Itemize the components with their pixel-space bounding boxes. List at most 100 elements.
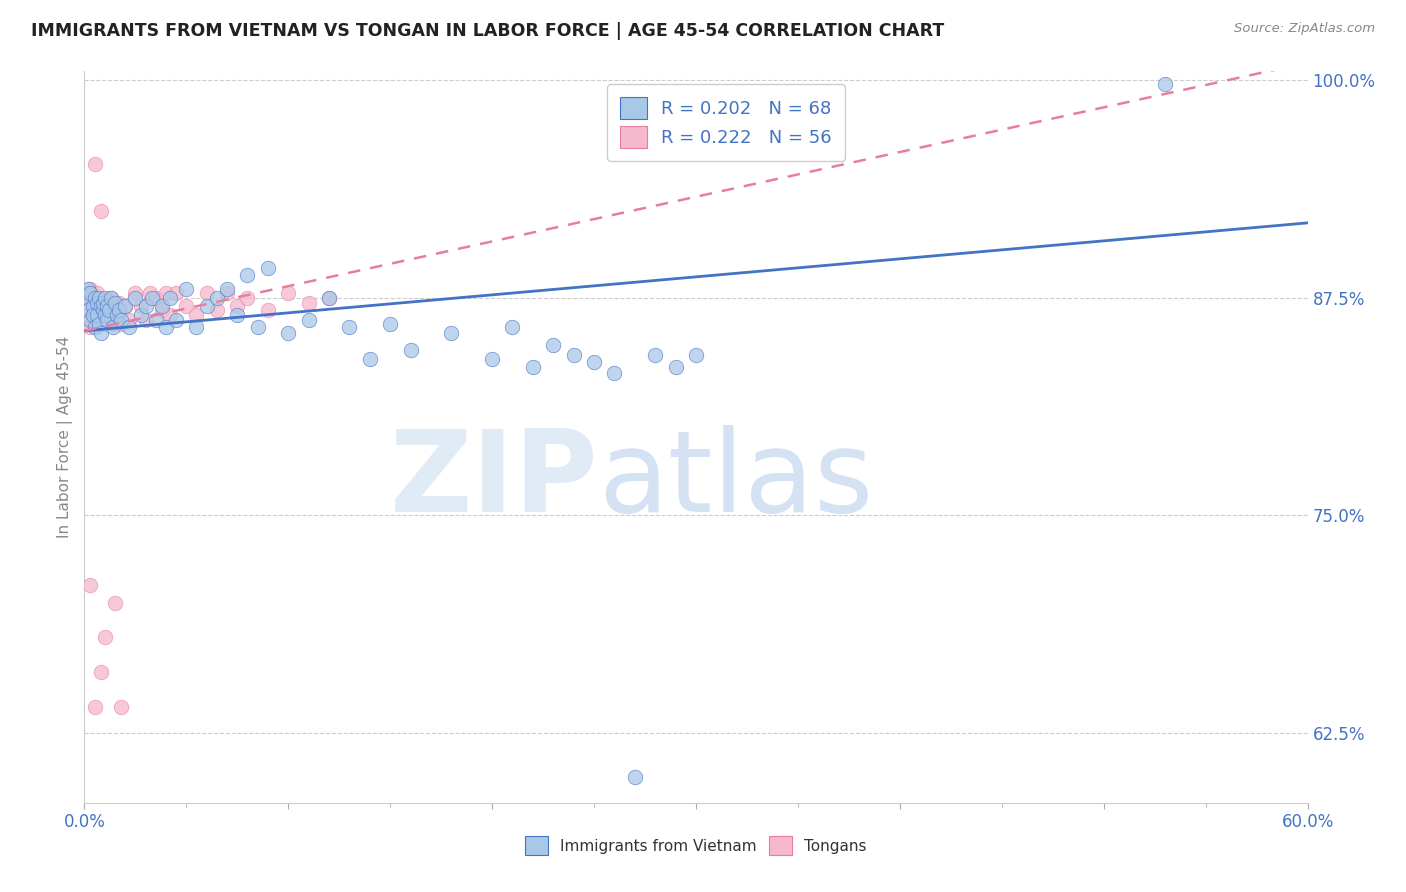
Point <box>90 203 112 218</box>
Point <box>91 296 114 310</box>
Point <box>685 348 707 362</box>
Point <box>86 296 108 310</box>
Point <box>114 300 136 314</box>
Point <box>91 308 114 322</box>
Point <box>150 300 173 314</box>
Point <box>90 300 112 314</box>
Point <box>93 308 115 322</box>
Point <box>562 348 585 362</box>
Point <box>110 317 132 331</box>
Point <box>543 338 565 352</box>
Text: IMMIGRANTS FROM VIETNAM VS TONGAN IN LABOR FORCE | AGE 45-54 CORRELATION CHART: IMMIGRANTS FROM VIETNAM VS TONGAN IN LAB… <box>31 22 945 40</box>
Point <box>298 296 321 310</box>
Point <box>90 326 112 340</box>
Point <box>83 156 105 170</box>
Point <box>105 308 128 322</box>
Point <box>118 320 141 334</box>
Point <box>77 282 100 296</box>
Point <box>104 296 127 310</box>
Point <box>155 320 177 334</box>
Point <box>159 291 181 305</box>
Point <box>186 320 208 334</box>
Point <box>217 285 239 300</box>
Point <box>138 285 160 300</box>
Point <box>79 313 101 327</box>
Point <box>97 302 120 317</box>
Point <box>155 285 177 300</box>
Point <box>174 282 197 296</box>
Point <box>93 296 115 310</box>
Point <box>83 300 105 314</box>
Point <box>236 268 259 282</box>
Point <box>135 300 157 314</box>
Point <box>86 285 108 300</box>
Point <box>77 302 100 317</box>
Point <box>522 360 544 375</box>
Point <box>246 320 269 334</box>
Point <box>603 366 626 380</box>
Point <box>79 578 101 592</box>
Point <box>91 302 114 317</box>
Point <box>124 291 146 305</box>
Point <box>82 300 104 314</box>
Point <box>277 326 299 340</box>
Point <box>101 317 124 331</box>
Point <box>96 296 118 310</box>
Point <box>644 348 666 362</box>
Point <box>87 317 110 331</box>
Point <box>87 296 110 310</box>
Point <box>380 317 402 331</box>
Point <box>318 291 340 305</box>
Point <box>174 300 197 314</box>
Point <box>226 308 249 322</box>
Point <box>75 291 97 305</box>
Point <box>90 300 112 314</box>
Point <box>96 313 118 327</box>
Point <box>339 320 361 334</box>
Point <box>131 300 153 314</box>
Point <box>257 261 280 276</box>
Point <box>298 313 321 327</box>
Y-axis label: In Labor Force | Age 45-54: In Labor Force | Age 45-54 <box>58 336 73 538</box>
Point <box>583 355 606 369</box>
Point <box>277 285 299 300</box>
Point <box>105 308 128 322</box>
Point <box>83 291 105 305</box>
Point <box>87 291 110 305</box>
Point <box>79 282 101 296</box>
Point <box>665 360 688 375</box>
Point <box>77 285 100 300</box>
Point <box>108 296 131 310</box>
Point <box>82 308 104 322</box>
Point <box>165 313 187 327</box>
Point <box>75 317 97 331</box>
Point <box>82 308 104 322</box>
Point <box>205 302 228 317</box>
Point <box>96 300 118 314</box>
Point <box>93 631 115 645</box>
Point <box>90 665 112 680</box>
Point <box>135 313 157 327</box>
Point <box>399 343 422 357</box>
Point <box>217 282 239 296</box>
Point <box>110 700 132 714</box>
Point <box>236 291 259 305</box>
Point <box>205 291 228 305</box>
Point <box>114 300 136 314</box>
Point <box>93 317 115 331</box>
Point <box>97 308 120 322</box>
Point <box>318 291 340 305</box>
Text: ZIP: ZIP <box>389 425 598 536</box>
Point <box>104 300 127 314</box>
Point <box>226 300 249 314</box>
Point <box>75 291 97 305</box>
Point <box>87 308 110 322</box>
Point <box>104 595 127 609</box>
Point <box>77 308 100 322</box>
Point <box>145 291 167 305</box>
Point <box>101 320 124 334</box>
Point <box>79 320 101 334</box>
Point <box>624 770 647 784</box>
Point <box>110 313 132 327</box>
Point <box>124 285 146 300</box>
